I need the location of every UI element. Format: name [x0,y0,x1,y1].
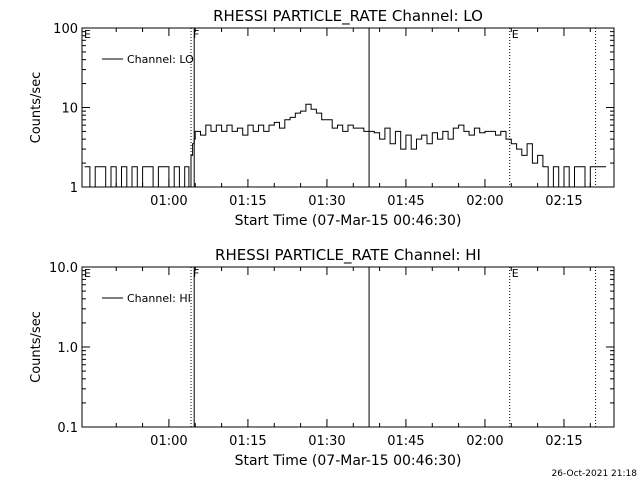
chart-0-y-axis-label: Counts/sec [29,72,44,144]
chart-0-legend-label: Channel: LO [127,53,194,66]
chart-1-y-tick-label: 10.0 [49,261,78,276]
chart-0-x-tick-label: 02:15 [545,194,582,209]
chart-0-series-line [84,103,607,188]
chart-0-x-tick-label: 01:00 [150,194,187,209]
chart-0-x-tick-label: 01:30 [308,194,345,209]
chart-1-y-axis-label: Counts/sec [29,311,44,383]
chart-1-marker-label: E [512,267,519,280]
chart-0-marker-label: E [512,28,519,41]
chart-1-title: RHESSI PARTICLE_RATE Channel: HI [215,246,481,265]
chart-1-legend-label: Channel: HI [127,292,191,305]
chart-0-y-tick-label: 1 [70,181,78,196]
chart-0-y-tick-label: 10 [61,102,78,117]
chart-0-x-tick-label: 02:00 [466,194,503,209]
chart-1-y-tick-label: 0.1 [57,421,78,436]
chart-0-x-axis-label: Start Time (07-Mar-15 00:46:30) [235,213,462,229]
chart-0-x-tick-label: 01:15 [229,194,266,209]
chart-1-y-tick-label: 1.0 [57,341,78,356]
hi-channel-panel: RHESSI PARTICLE_RATE Channel: HI Start Ti… [29,246,615,469]
chart-1-marker-label: E [84,267,91,280]
chart-1-marker-label: F [193,267,199,280]
chart-1-x-axis-label: Start Time (07-Mar-15 00:46:30) [235,453,462,469]
chart-0-y-tick-label: 100 [53,22,78,37]
chart-0-x-tick-label: 01:45 [387,194,424,209]
chart-1-x-tick-label: 01:15 [229,434,266,449]
lo-channel-panel: RHESSI PARTICLE_RATE Channel: LO Start Ti… [29,7,615,229]
chart-0-title: RHESSI PARTICLE_RATE Channel: LO [213,7,483,26]
chart-1-x-tick-label: 02:15 [545,434,582,449]
chart-1-x-tick-label: 01:45 [387,434,424,449]
chart-1-x-tick-label: 02:00 [466,434,503,449]
chart-1-x-tick-label: 01:30 [308,434,345,449]
chart-1-x-tick-label: 01:00 [150,434,187,449]
chart-0-marker-label: E [84,28,91,41]
plot-timestamp: 26-Oct-2021 21:18 [552,469,638,479]
chart-0-marker-label: F [193,28,199,41]
chart-1-plot-frame [81,266,615,428]
